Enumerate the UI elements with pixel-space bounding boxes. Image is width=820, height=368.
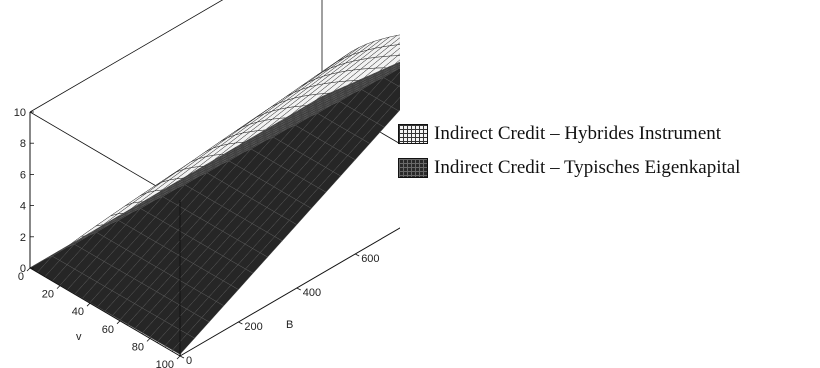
z-tick-label: 6 — [20, 169, 26, 181]
x-tick-mark — [86, 302, 91, 307]
x-tick-mark — [146, 338, 151, 342]
z-tick-label: 8 — [20, 138, 26, 150]
x-tick-label: 60 — [102, 324, 114, 336]
surface-cell — [397, 53, 400, 56]
y-tick-mark — [296, 287, 301, 291]
z-tick-label: 2 — [20, 232, 26, 244]
legend-item-hybrides: Indirect Credit – Hybrides Instrument — [398, 122, 740, 146]
box-edge — [29, 0, 224, 113]
x-tick-label: 20 — [42, 289, 54, 301]
legend-swatch-light — [398, 124, 428, 144]
surface-cell — [398, 84, 400, 88]
x-tick-label: 40 — [72, 306, 84, 318]
z-tick-label: 10 — [14, 107, 26, 119]
surface-cell — [397, 65, 400, 68]
y-tick-mark — [238, 321, 243, 325]
x-tick-mark — [56, 285, 61, 289]
axis-ticks: 024681002040608010002004006008001000 — [14, 107, 380, 368]
y-tick-label: 600 — [361, 253, 379, 265]
x-tick-mark — [26, 267, 31, 272]
x-axis-title: v — [76, 331, 82, 343]
surface-typisches-eigenkapital — [29, 61, 400, 355]
x-tick-label: 100 — [156, 359, 174, 368]
x-tick-mark — [176, 355, 181, 360]
surface-cell — [172, 333, 195, 355]
z-tick-label: 0 — [20, 263, 26, 275]
box-edge — [29, 267, 181, 357]
z-tick-label: 4 — [20, 201, 26, 213]
y-tick-label: 200 — [244, 321, 262, 333]
plot-box-front — [29, 112, 400, 357]
y-tick-label: 400 — [303, 287, 321, 299]
legend-label-hybrides: Indirect Credit – Hybrides Instrument — [434, 123, 722, 144]
y-tick-mark — [355, 253, 360, 257]
x-tick-label: 80 — [132, 341, 144, 353]
y-tick-label: 0 — [186, 355, 192, 367]
y-tick-mark — [179, 355, 185, 359]
x-tick-label: 0 — [18, 271, 24, 283]
legend-item-eigenkapital: Indirect Credit – Typisches Eigenkapital — [398, 156, 740, 180]
legend-swatch-dark — [398, 158, 428, 178]
box-edge — [322, 0, 400, 30]
y-axis-title: B — [286, 319, 293, 331]
surface-cell — [396, 42, 400, 46]
legend-label-eigenkapital: Indirect Credit – Typisches Eigenkapital — [434, 157, 741, 178]
legend: Indirect Credit – Hybrides Instrument In… — [398, 122, 740, 190]
x-tick-mark — [116, 320, 121, 325]
box-edge — [179, 227, 400, 357]
surface-plot: 024681002040608010002004006008001000 v B — [14, 0, 400, 368]
box-edge — [29, 111, 181, 201]
